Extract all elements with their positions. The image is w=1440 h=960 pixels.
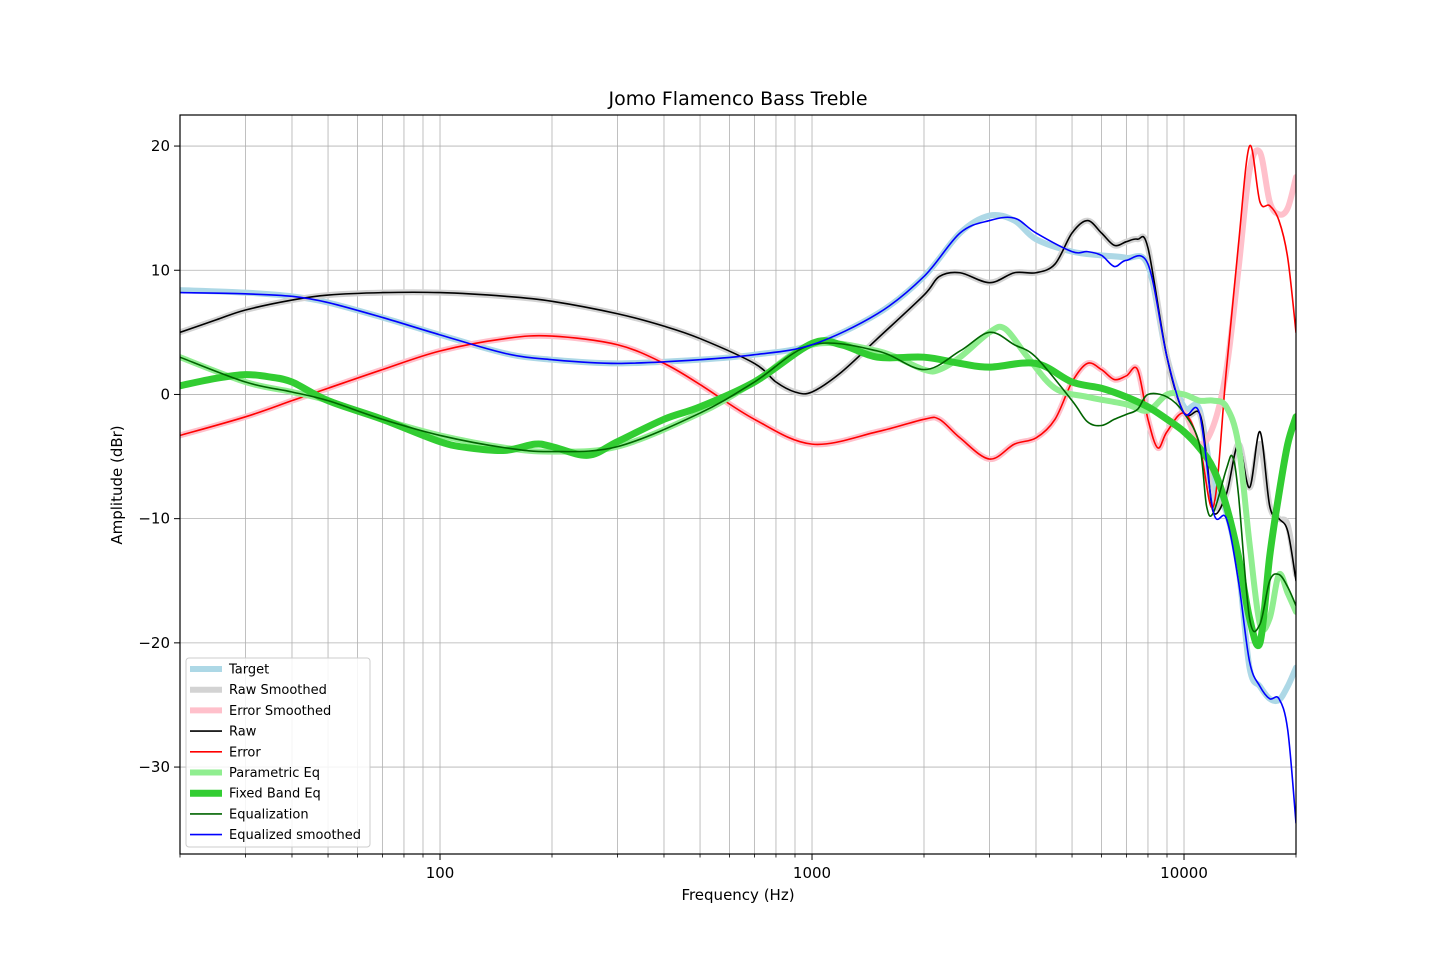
- legend-label-parametric-eq: Parametric Eq: [229, 766, 320, 781]
- y-tick-label: −30: [138, 758, 170, 776]
- legend-box: [185, 657, 371, 848]
- legend-label-raw-smoothed: Raw Smoothed: [229, 683, 327, 698]
- y-tick-label: 0: [160, 385, 170, 403]
- y-axis-label: Amplitude (dBr): [108, 425, 126, 544]
- legend-label-fixed-band-eq: Fixed Band Eq: [229, 787, 321, 802]
- series-line-equalization: [180, 331, 1296, 633]
- x-tick-label: 100: [426, 864, 455, 882]
- plot-frame: [179, 114, 1297, 855]
- y-tick-label: −10: [138, 510, 170, 528]
- series-line-error: [180, 144, 1296, 509]
- y-tick-label: 10: [151, 261, 170, 279]
- series-layer: [180, 144, 1296, 824]
- y-tick-label: −20: [138, 634, 170, 652]
- x-axis-label: Frequency (Hz): [681, 886, 794, 904]
- grid-lines: [179, 115, 1297, 854]
- legend-label-error: Error: [229, 745, 261, 760]
- chart-title: Jomo Flamenco Bass Treble: [607, 88, 867, 110]
- legend-label-raw: Raw: [229, 725, 257, 740]
- axis-ticks: [174, 145, 1297, 860]
- x-tick-label: 1000: [793, 864, 831, 882]
- y-tick-label: 20: [151, 137, 170, 155]
- series-line-fixed-band-eq: [180, 337, 1296, 649]
- legend: Target Raw Smoothed Error Smoothed Raw Error…: [185, 657, 371, 848]
- series-line-equalized-smoothed: [180, 216, 1296, 824]
- legend-label-equalization: Equalization: [229, 807, 309, 822]
- x-tick-label: 10000: [1160, 864, 1208, 882]
- legend-label-equalized-smoothed: Equalized smoothed: [229, 828, 361, 843]
- legend-label-error-smoothed: Error Smoothed: [229, 704, 331, 719]
- legend-label-target: Target: [228, 663, 269, 678]
